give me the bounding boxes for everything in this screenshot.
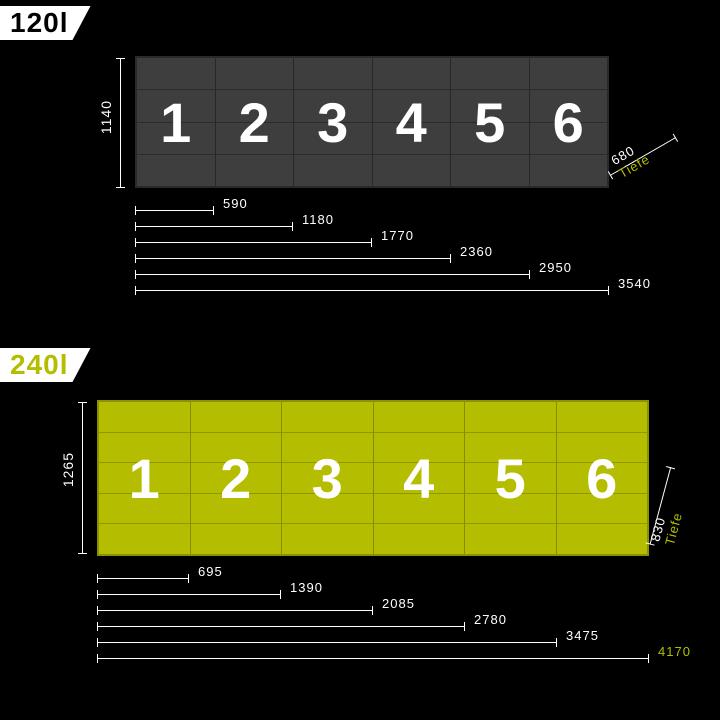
unit-4-120l: 4 — [373, 58, 452, 186]
unit-1-120l: 1 — [137, 58, 216, 186]
height-line-240l — [82, 402, 83, 554]
unit-3-120l: 3 — [294, 58, 373, 186]
num-3-240l: 3 — [312, 446, 343, 511]
num-3-120l: 3 — [317, 90, 348, 155]
unit-5-240l: 5 — [465, 402, 557, 554]
unit-2-120l: 2 — [216, 58, 295, 186]
unit-6-240l: 6 — [557, 402, 648, 554]
width-label-4-240l: 2780 — [474, 612, 507, 627]
cabinet-120l: 1 2 3 4 5 6 — [135, 56, 609, 188]
height-label-120l: 1140 — [98, 100, 114, 134]
height-label-240l: 1265 — [60, 452, 76, 487]
unit-2-240l: 2 — [191, 402, 283, 554]
width-label-6-120l: 3540 — [618, 276, 651, 291]
tag-120l: 120l — [0, 6, 91, 40]
width-label-5-240l: 3475 — [566, 628, 599, 643]
num-1-240l: 1 — [129, 446, 160, 511]
num-5-120l: 5 — [474, 90, 505, 155]
depth-text-240l: 830 Tiefe — [648, 507, 686, 547]
tag-240l: 240l — [0, 348, 91, 382]
num-1-120l: 1 — [160, 90, 191, 155]
unit-5-120l: 5 — [451, 58, 530, 186]
depth-text-120l: 680 Tiefe — [609, 138, 653, 181]
width-label-1-120l: 590 — [223, 196, 248, 211]
cabinet-240l: 1 2 3 4 5 6 — [97, 400, 649, 556]
width-label-3-240l: 2085 — [382, 596, 415, 611]
depth-word-240l: Tiefe — [662, 511, 685, 547]
tag-240l-text: 240l — [10, 349, 69, 380]
height-line-120l — [120, 58, 121, 188]
unit-6-120l: 6 — [530, 58, 608, 186]
width-label-2-240l: 1390 — [290, 580, 323, 595]
width-label-1-240l: 695 — [198, 564, 223, 579]
unit-3-240l: 3 — [282, 402, 374, 554]
num-4-240l: 4 — [403, 446, 434, 511]
num-6-120l: 6 — [553, 90, 584, 155]
num-5-240l: 5 — [495, 446, 526, 511]
num-2-120l: 2 — [239, 90, 270, 155]
num-4-120l: 4 — [396, 90, 427, 155]
unit-4-240l: 4 — [374, 402, 466, 554]
width-label-3-120l: 1770 — [381, 228, 414, 243]
unit-1-240l: 1 — [99, 402, 191, 554]
tag-120l-text: 120l — [10, 7, 69, 38]
width-label-6-240l: 4170 — [658, 644, 691, 659]
width-label-5-120l: 2950 — [539, 260, 572, 275]
width-label-4-120l: 2360 — [460, 244, 493, 259]
width-label-2-120l: 1180 — [302, 212, 334, 227]
num-6-240l: 6 — [586, 446, 617, 511]
num-2-240l: 2 — [220, 446, 251, 511]
